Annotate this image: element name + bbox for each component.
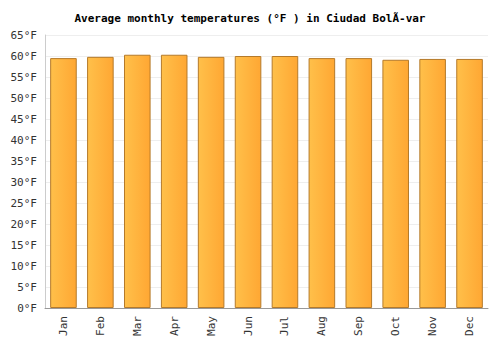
svg-text:Sep: Sep <box>352 316 365 336</box>
svg-text:55°F: 55°F <box>11 71 38 84</box>
svg-text:25°F: 25°F <box>11 197 38 210</box>
svg-text:Feb: Feb <box>94 316 107 336</box>
svg-text:5°F: 5°F <box>17 281 37 294</box>
svg-text:May: May <box>205 316 218 336</box>
svg-text:Nov: Nov <box>426 316 439 336</box>
svg-text:50°F: 50°F <box>11 92 38 105</box>
svg-text:Jun: Jun <box>242 316 255 336</box>
svg-text:Average monthly temperatures (: Average monthly temperatures (°F ) in Ci… <box>75 12 426 25</box>
svg-text:Dec: Dec <box>463 316 476 336</box>
svg-text:30°F: 30°F <box>11 176 38 189</box>
svg-text:35°F: 35°F <box>11 155 38 168</box>
svg-text:Jul: Jul <box>278 316 291 336</box>
svg-text:20°F: 20°F <box>11 218 38 231</box>
svg-text:0°F: 0°F <box>17 302 37 315</box>
svg-text:45°F: 45°F <box>11 113 38 126</box>
svg-text:15°F: 15°F <box>11 239 38 252</box>
svg-text:10°F: 10°F <box>11 260 38 273</box>
svg-text:65°F: 65°F <box>11 29 38 42</box>
svg-text:Mar: Mar <box>131 316 144 336</box>
svg-text:Aug: Aug <box>315 316 328 336</box>
svg-text:Jan: Jan <box>57 316 70 336</box>
svg-text:60°F: 60°F <box>11 50 38 63</box>
svg-text:40°F: 40°F <box>11 134 38 147</box>
svg-text:Oct: Oct <box>389 316 402 336</box>
svg-text:Apr: Apr <box>168 316 181 336</box>
